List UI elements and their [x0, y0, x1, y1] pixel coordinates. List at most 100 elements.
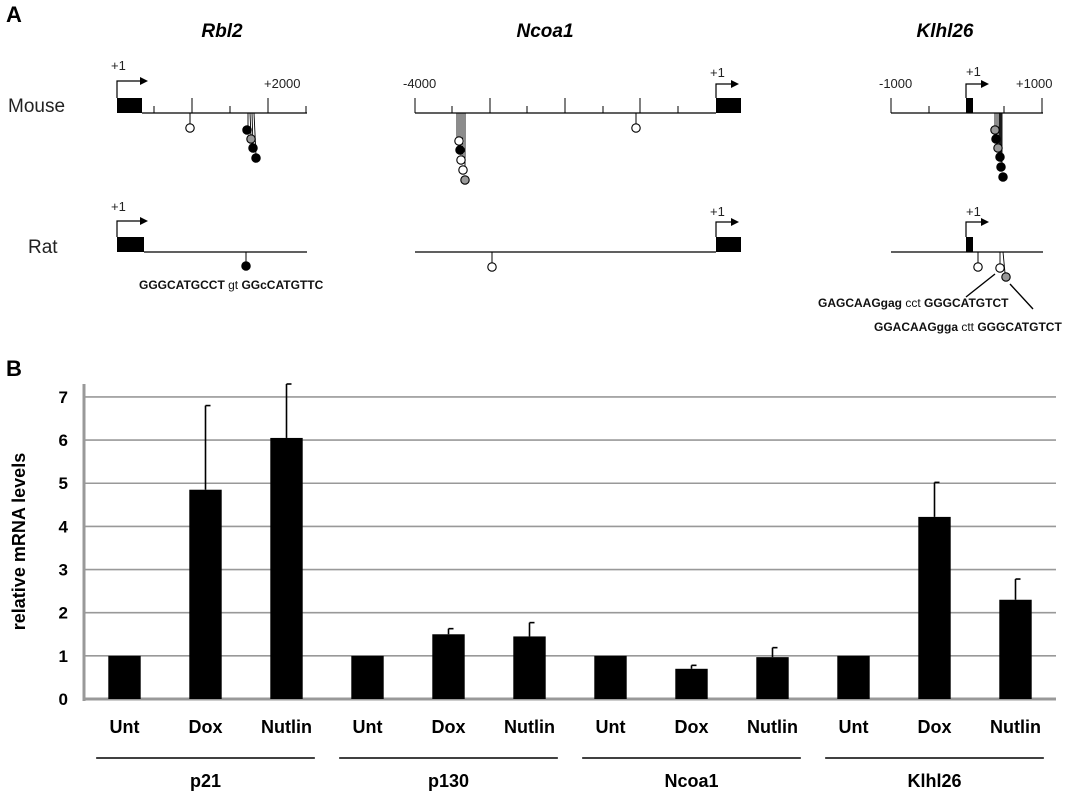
klhl26-mouse-arrowhead: [981, 80, 989, 88]
klhl26-mouse-exon: [966, 98, 973, 113]
klhl26-rat-sequence-1: GAGCAAGgag cct GGGCATGTCT: [818, 296, 1009, 310]
klhl26-mouse-site: [996, 162, 1006, 172]
klhl26-rat-callout-line: [965, 273, 996, 298]
y-tick-label: 4: [59, 517, 69, 536]
klhl26-mouse-end-label: +1000: [1016, 76, 1053, 91]
species-label-rat: Rat: [28, 237, 58, 258]
rbl2-mouse-map: +1 +2000: [111, 58, 307, 163]
klhl26-mouse-site: [991, 134, 1001, 144]
rbl2-mouse-site: [242, 125, 252, 135]
klhl26-rat-map: +1 GAGCAAGgag cct GGGCATGTCT GGACAAGgga …: [818, 204, 1062, 334]
ncoa1-mouse-arrowhead: [731, 80, 739, 88]
group-label: p21: [190, 771, 221, 791]
bar: [756, 657, 789, 699]
bar: [108, 655, 141, 699]
ncoa1-mouse-tss-label: +1: [710, 65, 725, 80]
rbl2-rat-sequence: GGGCATGCCT gt GGcCATGTTC: [139, 278, 324, 292]
y-axis-title: relative mRNA levels: [9, 453, 29, 630]
category-label: Dox: [188, 717, 222, 737]
category-label: Nutlin: [747, 717, 798, 737]
bar: [270, 437, 303, 699]
ncoa1-rat-map: +1: [415, 204, 741, 272]
y-tick-label: 0: [59, 690, 68, 709]
bar: [918, 516, 951, 699]
category-label: Dox: [674, 717, 708, 737]
y-tick-label: 5: [59, 474, 68, 493]
rbl2-mouse-site: [185, 123, 195, 133]
group-label: Klhl26: [907, 771, 961, 791]
group-label: p130: [428, 771, 469, 791]
gene-title-rbl2: Rbl2: [201, 21, 243, 42]
rbl2-mouse-site: [248, 143, 258, 153]
bar: [432, 634, 465, 699]
klhl26-rat-site: [1001, 272, 1011, 282]
klhl26-rat-site: [973, 262, 983, 272]
ncoa1-rat-exon: [716, 237, 741, 252]
ncoa1-mouse-site: [458, 165, 468, 175]
ncoa1-mouse-site: [631, 123, 641, 133]
ncoa1-rat-tss-arrow: [715, 221, 731, 237]
y-tick-label: 3: [59, 561, 68, 580]
klhl26-rat-tss-label: +1: [966, 204, 981, 219]
klhl26-mouse-site: [998, 172, 1008, 182]
klhl26-mouse-site: [995, 152, 1005, 162]
ncoa1-rat-site: [487, 262, 497, 272]
ncoa1-rat-tss-label: +1: [710, 204, 725, 219]
klhl26-rat-callout-line: [1009, 283, 1034, 310]
ncoa1-mouse-exon: [716, 98, 741, 113]
panel-b-letter: B: [6, 356, 22, 381]
category-label: Unt: [353, 717, 383, 737]
ncoa1-mouse-site: [455, 145, 465, 155]
ncoa1-mouse-map: -4000 +1: [403, 65, 741, 185]
rbl2-mouse-end-label: +2000: [264, 76, 301, 91]
klhl26-mouse-site: [990, 125, 1000, 135]
klhl26-mouse-tss-arrow: [965, 83, 981, 98]
klhl26-rat-arrowhead: [981, 218, 989, 226]
klhl26-rat-site: [995, 263, 1005, 273]
rbl2-rat-tss-label: +1: [111, 199, 126, 214]
panel-a-letter: A: [6, 2, 22, 27]
y-tick-label: 2: [59, 604, 68, 623]
category-label: Nutlin: [261, 717, 312, 737]
klhl26-rat-tss-arrow: [965, 221, 981, 237]
y-tick-label: 6: [59, 431, 68, 450]
klhl26-rat-sequence-2: GGACAAGgga ctt GGGCATGTCT: [874, 320, 1062, 334]
rbl2-rat-site: [241, 261, 251, 271]
rbl2-mouse-exon: [117, 98, 142, 113]
gene-title-klhl26: Klhl26: [916, 21, 973, 42]
bar: [351, 655, 384, 699]
rbl2-mouse-tss-label: +1: [111, 58, 126, 73]
rbl2-rat-exon: [117, 237, 144, 252]
bar: [189, 489, 222, 699]
category-label: Unt: [110, 717, 140, 737]
ncoa1-mouse-start-label: -4000: [403, 76, 436, 91]
category-label: Nutlin: [990, 717, 1041, 737]
gene-title-ncoa1: Ncoa1: [516, 21, 573, 42]
bar: [594, 655, 627, 699]
category-label: Dox: [431, 717, 465, 737]
ncoa1-rat-arrowhead: [731, 218, 739, 226]
y-tick-label: 7: [59, 388, 68, 407]
rbl2-rat-map: +1 GGGCATGCCT gt GGcCATGTTC: [111, 199, 324, 292]
rbl2-mouse-tss-arrow: [116, 80, 140, 98]
bar-chart: 0 1 2 3 4 5 6 7 relative mRNA levels Unt Dox Nutlin…: [9, 383, 1056, 791]
ncoa1-mouse-tss-arrow: [715, 83, 731, 98]
rbl2-mouse-site: [251, 153, 261, 163]
rbl2-mouse-site: [246, 134, 256, 144]
klhl26-mouse-start-label: -1000: [879, 76, 912, 91]
ncoa1-mouse-site: [454, 136, 464, 146]
klhl26-mouse-map: -1000 +1 +1000: [879, 64, 1053, 182]
ncoa1-mouse-site: [460, 175, 470, 185]
ncoa1-mouse-site: [456, 155, 466, 165]
bar: [999, 599, 1032, 699]
bar: [675, 668, 708, 699]
group-label: Ncoa1: [664, 771, 718, 791]
klhl26-mouse-site: [993, 143, 1003, 153]
bar: [513, 636, 546, 699]
rbl2-rat-arrowhead: [140, 217, 148, 225]
klhl26-mouse-tss-label: +1: [966, 64, 981, 79]
category-label: Dox: [917, 717, 951, 737]
category-label: Unt: [596, 717, 626, 737]
bar: [837, 655, 870, 699]
